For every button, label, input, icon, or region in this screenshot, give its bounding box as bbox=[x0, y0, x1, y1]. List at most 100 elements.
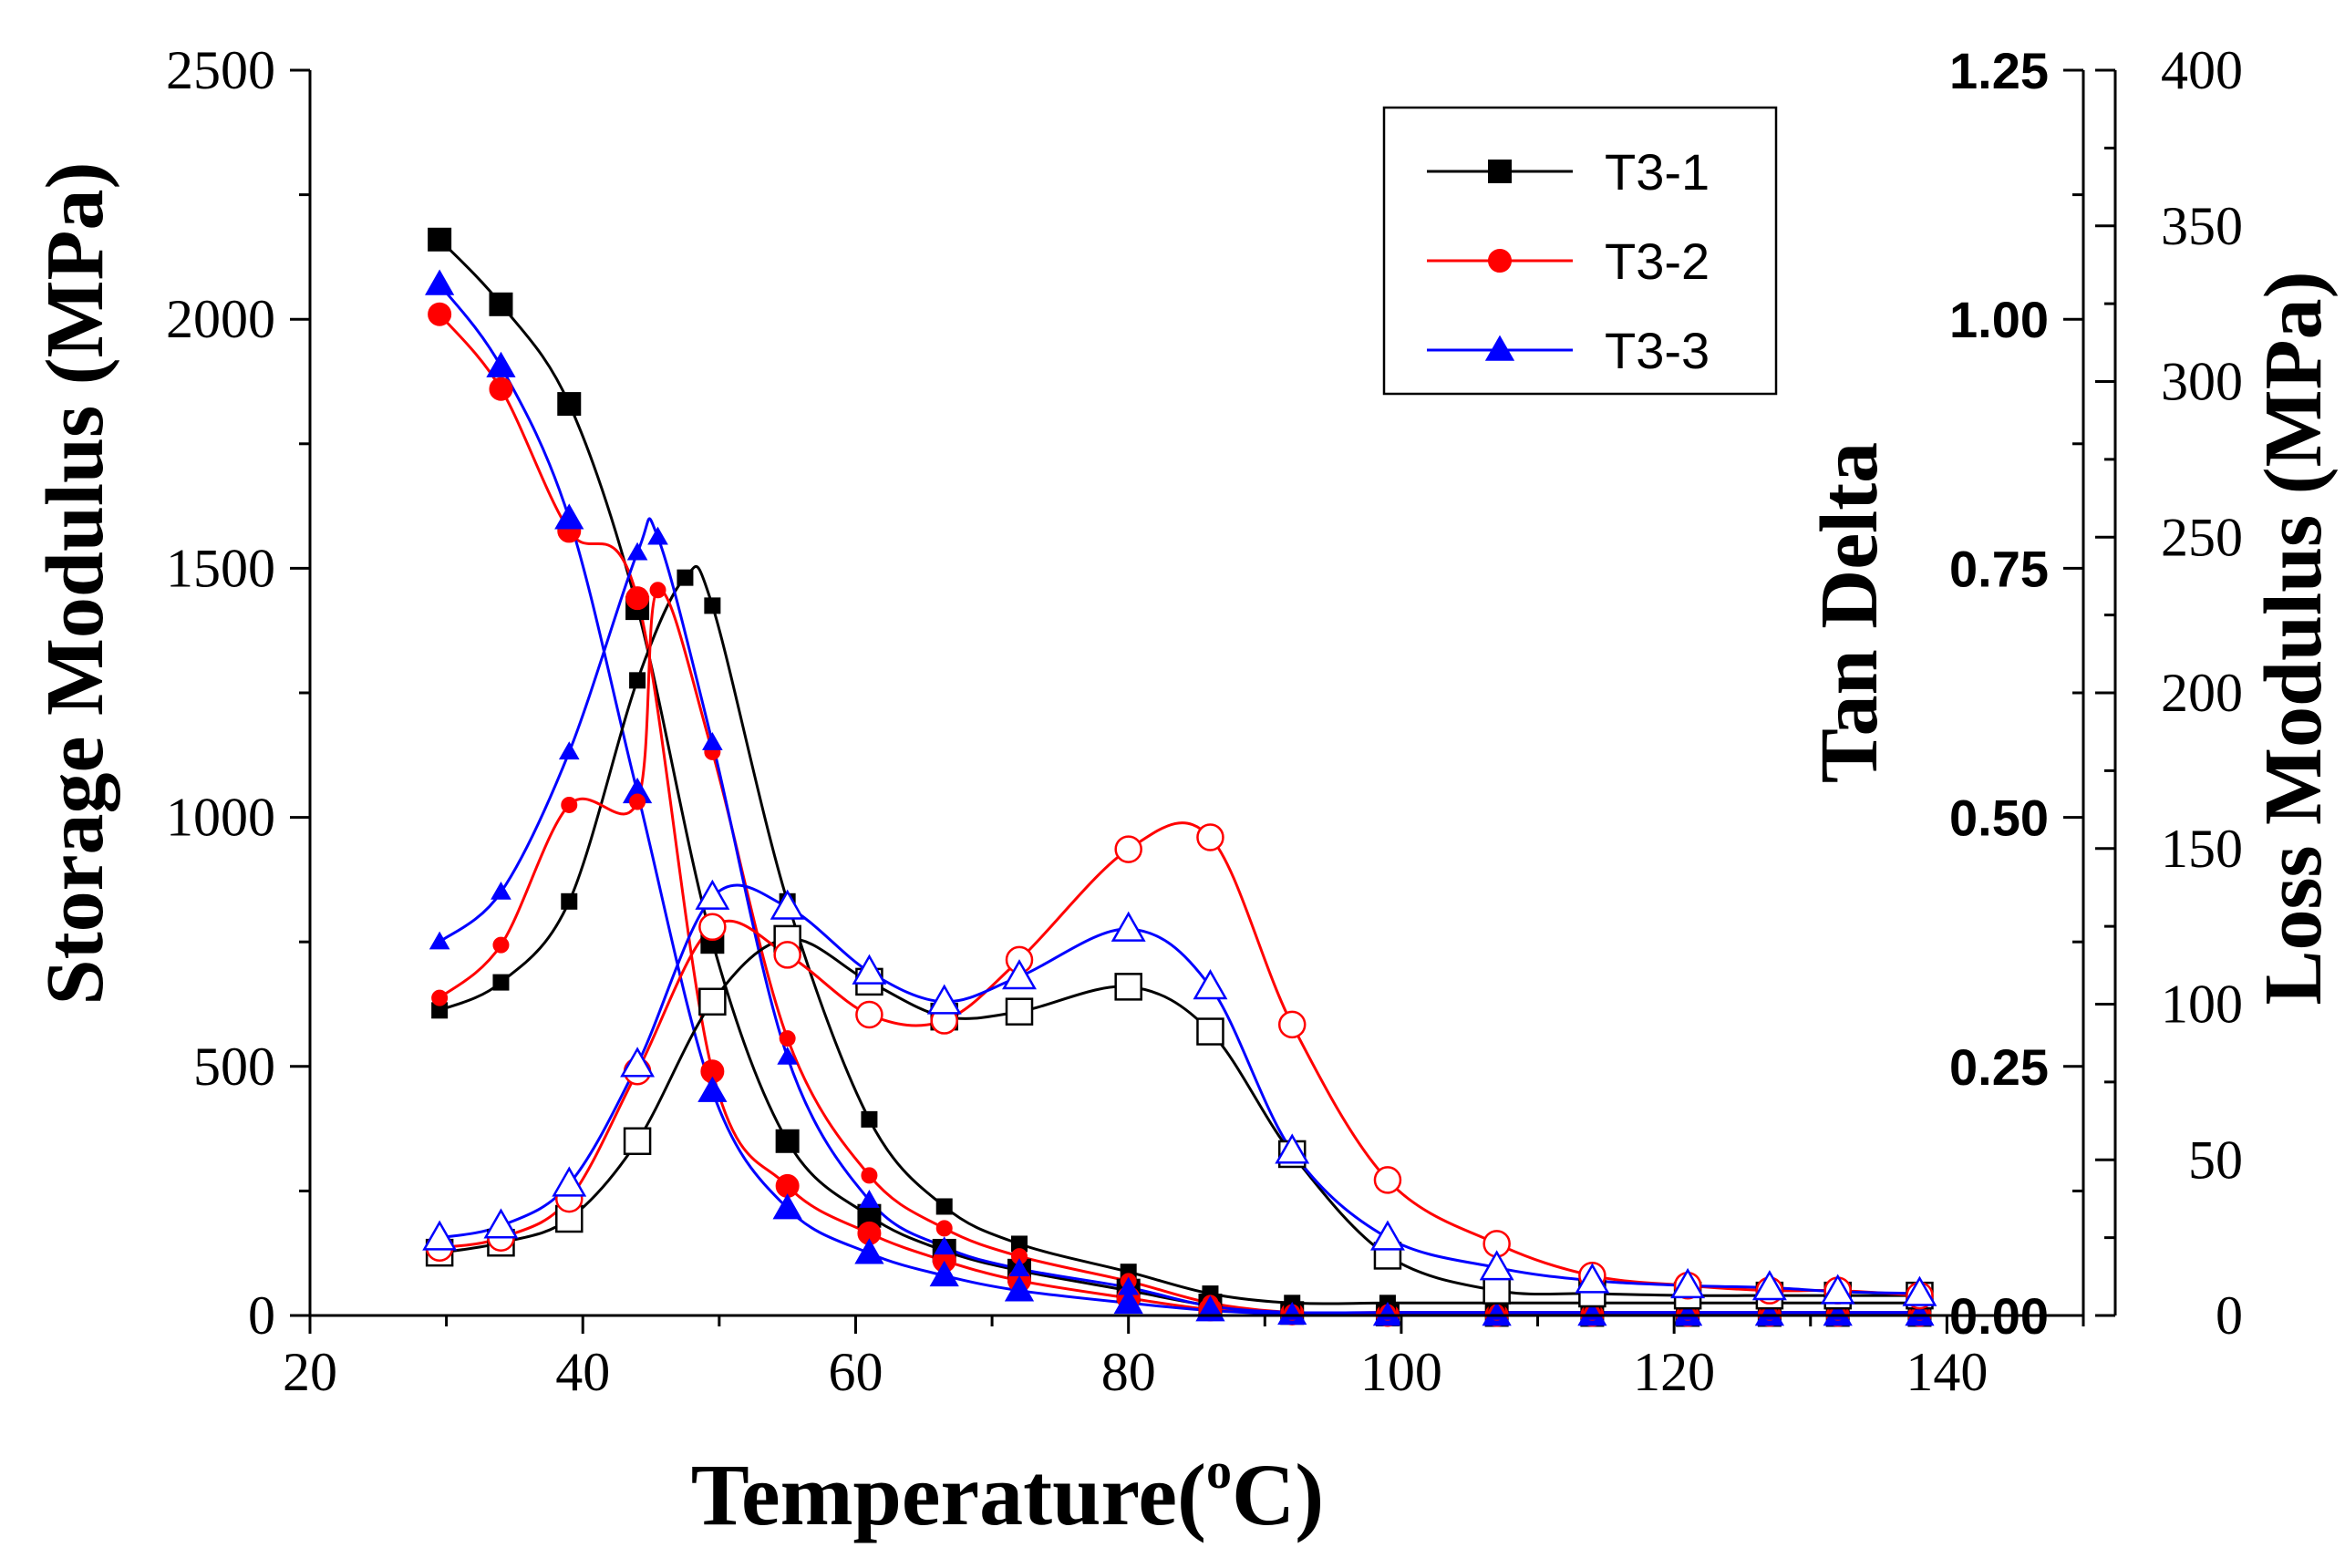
data-point-t3-1-tan-delta bbox=[1482, 1276, 1511, 1305]
loss-modulus-tick-label: 50 bbox=[2188, 1130, 2243, 1190]
tan-delta-tick-label: 0.75 bbox=[1949, 540, 2049, 597]
loss-modulus-tick-label: 400 bbox=[2161, 40, 2243, 100]
data-point-t3-2-loss bbox=[431, 989, 449, 1006]
data-point-t3-1-storage bbox=[489, 292, 513, 316]
data-point-t3-3-storage bbox=[929, 1260, 959, 1287]
series-line-t3-1-storage bbox=[439, 238, 1920, 1317]
data-point-t3-1-tan-delta bbox=[1005, 997, 1034, 1026]
tan-delta-tick-label: 0.50 bbox=[1949, 789, 2049, 847]
legend-marker bbox=[1488, 249, 1512, 273]
data-point-t3-3-tan-delta bbox=[483, 1208, 519, 1239]
data-point-t3-3-loss bbox=[491, 881, 511, 900]
data-point-t3-3-storage bbox=[772, 1193, 802, 1220]
data-point-t3-2-tan-delta bbox=[1373, 1166, 1402, 1194]
loss-modulus-tick-label: 300 bbox=[2161, 352, 2243, 412]
data-point-t3-3-storage bbox=[554, 503, 584, 530]
series-line-t3-1-loss bbox=[439, 565, 1920, 1305]
series-line-t3-3-storage bbox=[438, 284, 1920, 1317]
data-point-t3-2-tan-delta bbox=[855, 1000, 883, 1029]
y-left-tick-label: 500 bbox=[193, 1037, 275, 1097]
x-tick-label: 20 bbox=[283, 1342, 337, 1402]
data-point-t3-1-loss bbox=[629, 672, 646, 689]
loss-modulus-axis-title: Loss Modulus (MPa) bbox=[2248, 271, 2339, 1005]
data-point-t3-3-loss bbox=[859, 1190, 880, 1208]
data-point-t3-3-tan-delta bbox=[1820, 1274, 1855, 1305]
data-point-t3-3-tan-delta bbox=[1193, 969, 1228, 1000]
loss-modulus-tick-label: 0 bbox=[2216, 1285, 2243, 1346]
data-point-t3-3-loss bbox=[702, 732, 723, 750]
data-point-t3-3-loss bbox=[934, 1236, 956, 1255]
data-point-t3-2-tan-delta bbox=[773, 941, 801, 969]
data-point-t3-3-loss bbox=[1118, 1276, 1140, 1295]
legend-label: T3-1 bbox=[1605, 143, 1710, 201]
data-point-t3-1-loss bbox=[861, 1110, 878, 1128]
data-point-t3-2-tan-delta bbox=[1196, 823, 1224, 851]
plot-lines bbox=[438, 238, 1920, 1317]
data-point-t3-3-tan-delta bbox=[1370, 1220, 1405, 1251]
y-left-axis-title: Storage Modulus (MPa) bbox=[30, 162, 120, 1006]
data-point-t3-2-loss bbox=[629, 793, 646, 810]
series-line-t3-2-storage bbox=[438, 313, 1920, 1317]
y-left-tick-label: 2500 bbox=[166, 40, 275, 100]
tan-delta-tick-label: 0.00 bbox=[1949, 1287, 2049, 1345]
legend-label: T3-3 bbox=[1605, 322, 1710, 379]
data-point-t3-3-loss bbox=[626, 542, 648, 561]
data-point-t3-3-tan-delta bbox=[1902, 1275, 1937, 1306]
loss-modulus-tick-label: 350 bbox=[2161, 196, 2243, 256]
loss-modulus-tick-label: 100 bbox=[2161, 975, 2243, 1035]
data-point-t3-2-loss bbox=[779, 1030, 796, 1047]
x-tick-label: 120 bbox=[1633, 1342, 1715, 1402]
data-point-t3-3-loss bbox=[429, 931, 450, 950]
legend-marker bbox=[1484, 335, 1515, 361]
data-point-t3-2-storage bbox=[428, 302, 452, 326]
x-tick-label: 60 bbox=[828, 1342, 883, 1402]
y-left-tick-label: 0 bbox=[248, 1285, 275, 1346]
data-point-t3-1-storage bbox=[557, 392, 582, 417]
legend-label: T3-2 bbox=[1605, 232, 1710, 290]
loss-modulus-tick-label: 250 bbox=[2161, 507, 2243, 567]
tan-delta-tick-label: 1.25 bbox=[1949, 42, 2049, 99]
data-point-t3-2-loss bbox=[861, 1167, 878, 1184]
data-point-t3-1-loss bbox=[492, 974, 510, 991]
data-point-t3-2-tan-delta bbox=[1277, 1010, 1307, 1039]
data-point-t3-3-tan-delta bbox=[852, 954, 887, 985]
series-line-t3-3-loss bbox=[439, 517, 1920, 1315]
data-point-t3-3-storage bbox=[1004, 1275, 1035, 1302]
data-point-t3-3-tan-delta bbox=[770, 889, 805, 920]
data-point-t3-3-loss bbox=[1008, 1258, 1030, 1276]
data-point-t3-2-loss bbox=[492, 936, 510, 954]
data-point-t3-2-storage bbox=[489, 377, 513, 401]
data-point-t3-3-tan-delta bbox=[1479, 1250, 1514, 1281]
y-left-tick-label: 1500 bbox=[166, 538, 275, 598]
series-line-t3-3-tan-delta bbox=[439, 883, 1920, 1295]
data-point-t3-1-storage bbox=[775, 1129, 800, 1153]
data-point-t3-1-tan-delta bbox=[1196, 1017, 1224, 1046]
data-point-t3-2-tan-delta bbox=[1114, 835, 1142, 863]
legend: T3-1 T3-2 T3-3 bbox=[1382, 106, 1778, 396]
data-point-t3-3-storage bbox=[854, 1238, 884, 1264]
data-point-t3-3-tan-delta bbox=[1275, 1133, 1310, 1164]
data-point-t3-1-tan-delta bbox=[1114, 973, 1142, 1001]
data-point-t3-3-tan-delta bbox=[695, 879, 730, 910]
loss-modulus-tick-label: 150 bbox=[2161, 819, 2243, 879]
data-point-t3-1-loss bbox=[704, 597, 721, 614]
loss-modulus-tick-label: 200 bbox=[2161, 663, 2243, 723]
data-point-t3-3-storage bbox=[1113, 1287, 1143, 1315]
y-left-tick-label: 1000 bbox=[166, 788, 275, 848]
data-point-t3-2-loss bbox=[649, 582, 666, 599]
data-point-t3-2-tan-delta bbox=[698, 913, 727, 942]
data-point-t3-3-tan-delta bbox=[620, 1047, 656, 1078]
data-point-t3-1-tan-delta bbox=[623, 1127, 652, 1156]
data-point-t3-3-loss bbox=[558, 741, 580, 760]
data-point-t3-3-tan-delta bbox=[926, 984, 962, 1015]
data-point-t3-2-loss bbox=[935, 1220, 953, 1237]
axes: 20 40 60 80 100 120 140050010001500200025000.0… bbox=[166, 40, 2243, 1402]
data-point-t3-3-tan-delta bbox=[1575, 1263, 1610, 1294]
data-point-t3-3-tan-delta bbox=[1670, 1267, 1706, 1299]
series-line-t3-1-tan-delta bbox=[439, 937, 1920, 1297]
data-point-t3-3-loss bbox=[777, 1046, 798, 1065]
tan-delta-tick-label: 0.25 bbox=[1949, 1038, 2049, 1096]
x-tick-label: 100 bbox=[1360, 1342, 1442, 1402]
data-point-t3-1-storage bbox=[428, 227, 452, 252]
